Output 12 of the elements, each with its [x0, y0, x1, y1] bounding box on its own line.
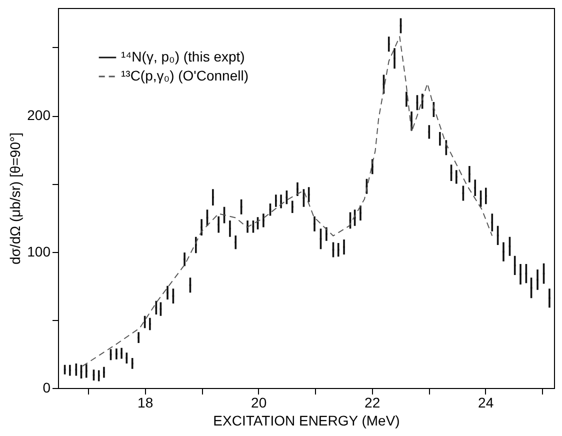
x-tick-label: 22	[364, 394, 380, 410]
y-tick-label: 0	[42, 380, 51, 396]
x-axis-title: EXCITATION ENERGY (MeV)	[213, 412, 400, 428]
legend-label: ¹⁴N(γ, p₀) (this expt)	[121, 48, 245, 64]
y-tick-label: 100	[27, 243, 51, 260]
x-tick-label: 20	[251, 394, 267, 410]
line-series	[82, 36, 493, 367]
y-tick-label: 200	[27, 107, 51, 124]
legend-label: ¹³C(p,γ₀) (O'Connell)	[121, 68, 248, 84]
x-tick-label: 18	[138, 394, 154, 410]
x-tick-label: 24	[478, 394, 494, 410]
y-axis-title: dσ/dΩ (μb/sr) [θ=90°]	[7, 132, 24, 264]
